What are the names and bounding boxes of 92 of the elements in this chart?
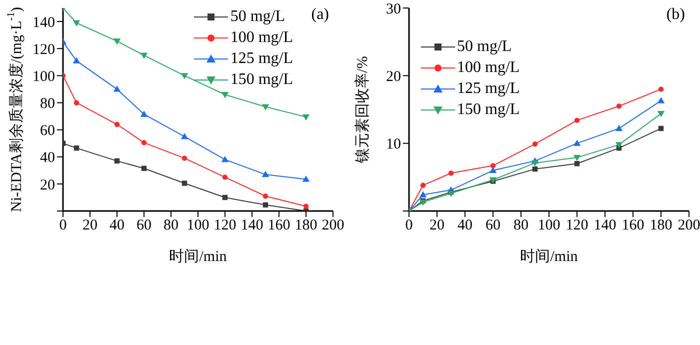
y-tick-label: 40 bbox=[40, 150, 55, 166]
point bbox=[113, 38, 121, 45]
point bbox=[657, 97, 665, 104]
x-axis-title: 时间/min bbox=[520, 248, 578, 265]
point bbox=[141, 166, 147, 171]
point bbox=[419, 191, 427, 198]
x-tick-label: 60 bbox=[486, 218, 500, 234]
point bbox=[180, 132, 188, 140]
point bbox=[222, 174, 228, 180]
point bbox=[140, 110, 148, 117]
point bbox=[182, 156, 188, 161]
point bbox=[222, 194, 228, 200]
point bbox=[302, 176, 310, 182]
point bbox=[573, 140, 581, 146]
x-tick-label: 80 bbox=[514, 218, 528, 234]
point bbox=[113, 86, 121, 92]
x-tick-label: 60 bbox=[136, 218, 152, 234]
y-tick-label: 10 bbox=[386, 136, 401, 153]
point bbox=[74, 145, 80, 151]
point bbox=[615, 142, 623, 148]
point bbox=[262, 170, 270, 178]
x-tick-label: 140 bbox=[594, 218, 616, 234]
point bbox=[140, 52, 148, 59]
point bbox=[616, 104, 622, 109]
x-tick-label: 120 bbox=[566, 218, 588, 234]
legend-label: 100 mg/L bbox=[457, 58, 520, 76]
x-tick-label: 180 bbox=[294, 218, 318, 234]
point bbox=[72, 57, 80, 64]
point bbox=[221, 156, 229, 162]
legend-label: 125 mg/L bbox=[457, 80, 520, 98]
point bbox=[262, 104, 270, 110]
x-tick-label: 180 bbox=[650, 218, 672, 234]
point bbox=[447, 190, 455, 198]
point bbox=[221, 92, 229, 98]
point bbox=[262, 194, 268, 199]
point bbox=[532, 141, 538, 147]
x-tick-label: 160 bbox=[622, 218, 644, 234]
point bbox=[489, 166, 497, 173]
y-tick-label: 20 bbox=[386, 68, 401, 85]
x-tick-label: 40 bbox=[458, 218, 472, 234]
point bbox=[531, 160, 539, 167]
x-tick-label: 140 bbox=[240, 218, 264, 234]
x-tick-label: 100 bbox=[186, 218, 210, 234]
point bbox=[114, 158, 120, 164]
legend-label: 150 mg/L bbox=[457, 100, 520, 118]
point bbox=[574, 161, 580, 166]
y-tick-label: 20 bbox=[40, 177, 55, 194]
x-tick-label: 200 bbox=[678, 218, 700, 234]
point bbox=[303, 204, 309, 209]
point bbox=[420, 182, 426, 188]
x-tick-label: 20 bbox=[82, 218, 98, 234]
point bbox=[182, 180, 188, 186]
x-axis-title: 时间/min bbox=[169, 248, 228, 265]
point bbox=[419, 200, 427, 206]
point bbox=[180, 73, 188, 80]
x-tick-label: 80 bbox=[164, 218, 178, 234]
x-tick-label: 20 bbox=[430, 218, 444, 234]
legend-label: 50 mg/L bbox=[457, 38, 512, 56]
x-tick-label: 40 bbox=[110, 218, 124, 234]
y-tick-label: 100 bbox=[32, 68, 55, 85]
point bbox=[574, 118, 580, 123]
point bbox=[302, 114, 310, 121]
point bbox=[658, 126, 664, 132]
legend-label: 100 mg/L bbox=[230, 28, 293, 46]
x-tick-label: 100 bbox=[538, 218, 560, 234]
point bbox=[615, 124, 623, 132]
y-tick-label: 120 bbox=[32, 42, 55, 58]
point bbox=[262, 202, 268, 208]
y-tick-label: 80 bbox=[40, 96, 55, 112]
x-tick-label: 120 bbox=[214, 218, 236, 234]
point bbox=[657, 110, 665, 118]
point bbox=[448, 170, 454, 176]
x-tick-label: 160 bbox=[268, 218, 290, 234]
point bbox=[658, 86, 664, 92]
x-tick-label: 200 bbox=[322, 218, 344, 234]
point bbox=[532, 166, 538, 172]
point bbox=[72, 20, 80, 26]
legend-label: 50 mg/L bbox=[230, 8, 285, 26]
y-tick-label: 60 bbox=[40, 123, 55, 140]
point bbox=[114, 122, 120, 127]
y-tick-label: 140 bbox=[32, 14, 55, 31]
point bbox=[74, 100, 80, 106]
legend-label: 150 mg/L bbox=[230, 70, 293, 88]
x-tick-label: 0 bbox=[405, 218, 413, 234]
x-tick-label: 0 bbox=[59, 218, 67, 234]
annotation: (a) bbox=[311, 6, 329, 24]
legend-label: 125 mg/L bbox=[230, 50, 293, 68]
point bbox=[573, 154, 581, 162]
y-tick-label: 30 bbox=[386, 1, 401, 18]
y-axis-title: 镍元素回收率/% bbox=[354, 56, 371, 164]
annotation: (b) bbox=[666, 6, 685, 24]
point bbox=[141, 140, 147, 146]
